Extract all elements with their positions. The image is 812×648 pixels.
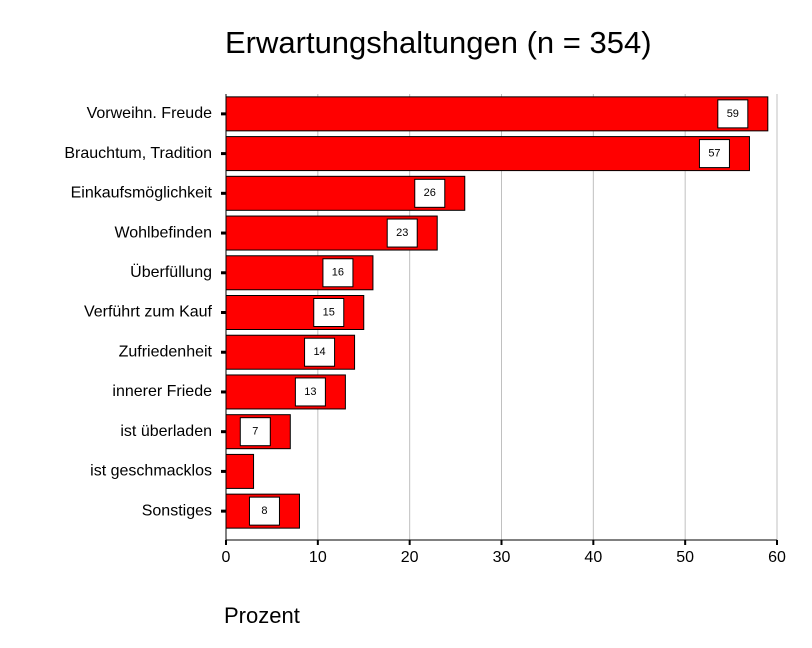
x-tick-label: 20	[401, 549, 419, 566]
value-label: 26	[424, 187, 436, 199]
y-tick-label: Zufriedenheit	[119, 343, 213, 360]
value-label-box	[248, 496, 280, 526]
value-label: 15	[323, 306, 335, 318]
x-tick-label: 30	[493, 549, 511, 566]
x-tick-label: 60	[768, 549, 786, 566]
value-label-box	[239, 417, 271, 447]
value-label-box	[313, 298, 345, 327]
bar	[225, 453, 255, 489]
x-tick-label: 40	[584, 549, 602, 566]
value-label-box	[322, 258, 354, 288]
y-tick-label: ist geschmacklos	[90, 463, 212, 480]
y-tick-label: Brauchtum, Tradition	[64, 145, 212, 162]
value-label-box	[414, 178, 446, 208]
value-label: 13	[304, 386, 316, 398]
value-label: 14	[313, 346, 325, 358]
y-tick-label: Überfüllung	[130, 263, 212, 281]
x-tick-label: 10	[309, 549, 327, 566]
value-label: 7	[252, 426, 258, 438]
value-label: 57	[708, 147, 720, 159]
x-tick-label: 0	[222, 549, 231, 566]
y-tick-label: Sonstiges	[142, 502, 212, 519]
value-label: 23	[396, 227, 408, 239]
value-label-box	[717, 99, 749, 129]
value-label: 8	[261, 505, 267, 517]
x-axis-label: Prozent	[224, 603, 300, 628]
bar	[225, 374, 346, 410]
value-label-box	[294, 377, 326, 407]
chart-title: Erwartungshaltungen (n = 354)	[225, 25, 652, 60]
y-tick-label: Vorweihn. Freude	[87, 105, 213, 122]
y-tick-label: ist überladen	[120, 423, 212, 440]
y-tick-label: Einkaufsmöglichkeit	[71, 185, 213, 202]
y-tick-label: Wohlbefinden	[114, 224, 212, 241]
bar	[225, 334, 356, 370]
bar	[225, 96, 769, 132]
value-label-box	[304, 337, 336, 367]
value-label: 59	[727, 108, 739, 120]
value-label-box	[698, 139, 730, 169]
y-tick-label: innerer Friede	[112, 383, 212, 400]
bar	[225, 136, 750, 172]
x-tick-label: 50	[676, 549, 694, 566]
value-label-box	[386, 218, 418, 248]
y-tick-label: Verführt zum Kauf	[84, 304, 213, 321]
value-label: 16	[332, 267, 344, 279]
